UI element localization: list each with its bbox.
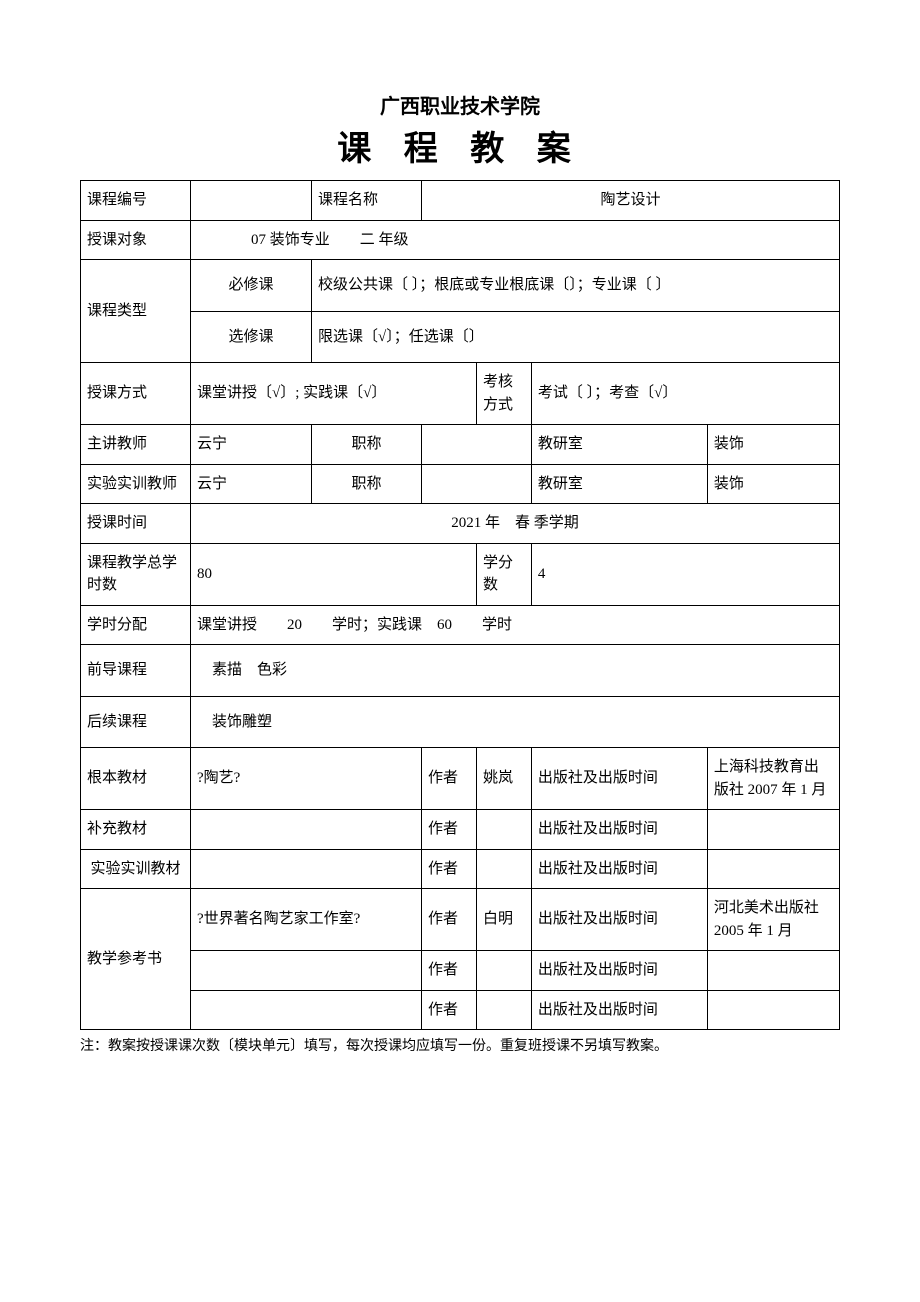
table-row: 学时分配 课堂讲授 20 学时；实践课 60 学时 [81,605,840,645]
label-required: 必修课 [190,260,311,312]
label-author: 作者 [421,748,476,810]
label-author: 作者 [421,990,476,1030]
value-ref2-author [476,951,531,991]
label-title-rank: 职称 [311,425,421,465]
table-row: 授课时间 2021 年 春 季学期 [81,504,840,544]
label-supp: 补充教材 [81,810,191,850]
value-supp-pub [707,810,839,850]
value-lab-pub [707,849,839,889]
label-ref: 教学参考书 [81,889,191,1030]
value-base-pub: 上海科技教育出版社 2007 年 1 月 [707,748,839,810]
label-author: 作者 [421,889,476,951]
label-pre: 前导课程 [81,645,191,697]
value-base-text: ?陶艺? [190,748,421,810]
value-assess: 考试〔 〕；考查〔√〕 [531,363,839,425]
table-row: 主讲教师 云宁 职称 教研室 装饰 [81,425,840,465]
label-pub: 出版社及出版时间 [531,810,707,850]
label-pub: 出版社及出版时间 [531,849,707,889]
table-row: 后续课程 装饰雕塑 [81,696,840,748]
value-lab-text [190,849,421,889]
footer-note: 注：教案按授课课次数〔模块单元〕填写，每次授课均应填写一份。重复班授课不另填写教… [80,1036,840,1057]
label-author: 作者 [421,951,476,991]
value-title-rank1 [421,425,531,465]
value-title-rank2 [421,464,531,504]
value-pre: 素描 色彩 [190,645,839,697]
value-base-author: 姚岚 [476,748,531,810]
label-target: 授课对象 [81,220,191,260]
table-row: 授课方式 课堂讲授〔√〕; 实践课〔√〕 考核方式 考试〔 〕；考查〔√〕 [81,363,840,425]
value-dept1: 装饰 [707,425,839,465]
label-post: 后续课程 [81,696,191,748]
label-assess: 考核方式 [476,363,531,425]
value-supp-author [476,810,531,850]
value-ref3-pub [707,990,839,1030]
value-total-hours: 80 [190,543,476,605]
value-ref2-pub [707,951,839,991]
college-name: 广西职业技术学院 [80,90,840,119]
value-ref3-author [476,990,531,1030]
table-row: 补充教材 作者 出版社及出版时间 [81,810,840,850]
table-row: 课程教学总学时数 80 学分数 4 [81,543,840,605]
table-row: 选修课 限选课〔√〕；任选课〔〕 [81,311,840,363]
value-target: 07 装饰专业 二 年级 [190,220,839,260]
table-row: 前导课程 素描 色彩 [81,645,840,697]
value-lab-author [476,849,531,889]
value-post: 装饰雕塑 [190,696,839,748]
table-row: 教学参考书 ?世界著名陶艺家工作室? 作者 白明 出版社及出版时间 河北美术出版… [81,889,840,951]
value-ref1: ?世界著名陶艺家工作室? [190,889,421,951]
table-row: 实验实训教师 云宁 职称 教研室 装饰 [81,464,840,504]
value-course-number [190,181,311,221]
label-type: 课程类型 [81,260,191,363]
label-author: 作者 [421,810,476,850]
label-pub: 出版社及出版时间 [531,951,707,991]
value-ref1-author: 白明 [476,889,531,951]
label-lab-teacher: 实验实训教师 [81,464,191,504]
label-dept: 教研室 [531,464,707,504]
document-title: 课 程 教 案 [80,121,840,170]
label-hour-dist: 学时分配 [81,605,191,645]
label-course-name: 课程名称 [311,181,421,221]
value-elective: 限选课〔√〕；任选课〔〕 [311,311,839,363]
label-lab-text: 实验实训教材 [81,849,191,889]
label-pub: 出版社及出版时间 [531,748,707,810]
value-supp [190,810,421,850]
table-row: 作者 出版社及出版时间 [81,990,840,1030]
label-main-teacher: 主讲教师 [81,425,191,465]
label-base-text: 根本教材 [81,748,191,810]
table-row: 授课对象 07 装饰专业 二 年级 [81,220,840,260]
value-ref3 [190,990,421,1030]
table-row: 课程类型 必修课 校级公共课〔 〕；根底或专业根底课〔〕；专业课〔 〕 [81,260,840,312]
label-credits: 学分数 [476,543,531,605]
label-dept: 教研室 [531,425,707,465]
label-title-rank: 职称 [311,464,421,504]
label-total-hours: 课程教学总学时数 [81,543,191,605]
value-ref1-pub: 河北美术出版社2005 年 1 月 [707,889,839,951]
table-row: 课程编号 课程名称 陶艺设计 [81,181,840,221]
value-credits: 4 [531,543,839,605]
value-dept2: 装饰 [707,464,839,504]
label-time: 授课时间 [81,504,191,544]
label-method: 授课方式 [81,363,191,425]
table-row: 实验实训教材 作者 出版社及出版时间 [81,849,840,889]
value-course-name: 陶艺设计 [421,181,839,221]
value-method: 课堂讲授〔√〕; 实践课〔√〕 [190,363,476,425]
document-header: 广西职业技术学院 课 程 教 案 [80,90,840,170]
value-lab-teacher: 云宁 [190,464,311,504]
label-course-number: 课程编号 [81,181,191,221]
label-elective: 选修课 [190,311,311,363]
table-row: 作者 出版社及出版时间 [81,951,840,991]
label-pub: 出版社及出版时间 [531,990,707,1030]
label-pub: 出版社及出版时间 [531,889,707,951]
value-required: 校级公共课〔 〕；根底或专业根底课〔〕；专业课〔 〕 [311,260,839,312]
value-time: 2021 年 春 季学期 [190,504,839,544]
value-main-teacher: 云宁 [190,425,311,465]
table-row: 根本教材 ?陶艺? 作者 姚岚 出版社及出版时间 上海科技教育出版社 2007 … [81,748,840,810]
label-author: 作者 [421,849,476,889]
value-hour-dist: 课堂讲授 20 学时；实践课 60 学时 [190,605,839,645]
course-info-table: 课程编号 课程名称 陶艺设计 授课对象 07 装饰专业 二 年级 课程类型 必修… [80,180,840,1030]
value-ref2 [190,951,421,991]
